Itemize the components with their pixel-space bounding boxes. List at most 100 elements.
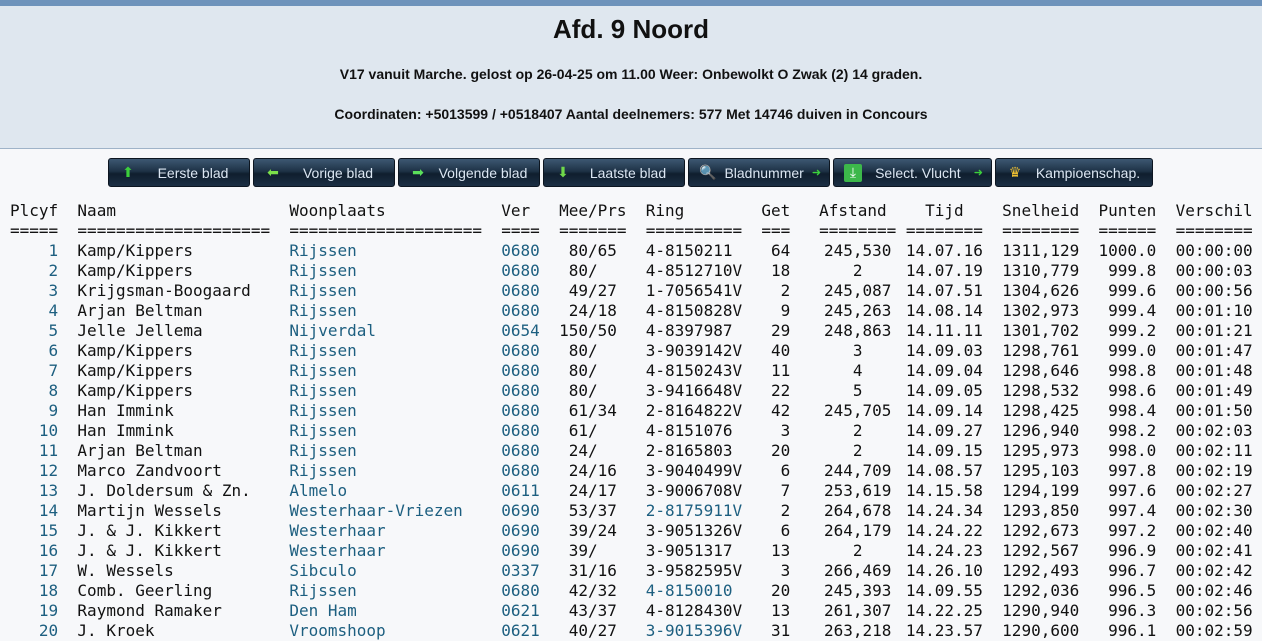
cell-residence[interactable]: Rijssen — [289, 381, 357, 400]
cell-club[interactable]: 0690 — [501, 521, 540, 540]
cell-speed: 1295,103 — [1002, 461, 1080, 480]
cell-ring: 2-8165803 — [645, 441, 733, 460]
cell-place[interactable]: 7 — [48, 361, 59, 380]
cell-club[interactable]: 0654 — [501, 321, 540, 340]
cell-club[interactable]: 0621 — [501, 601, 540, 620]
download-icon: ⤓ — [844, 163, 862, 182]
cell-marked: 11 — [770, 361, 791, 380]
column-header-distance: Afstand — [819, 201, 887, 220]
cell-marked: 29 — [770, 321, 791, 340]
cell-place[interactable]: 11 — [38, 441, 59, 460]
cell-time: 14.22.25 — [905, 601, 983, 620]
cell-club[interactable]: 0337 — [501, 561, 540, 580]
cell-place[interactable]: 17 — [38, 561, 59, 580]
cell-speed: 1310,779 — [1002, 261, 1080, 280]
cell-difference: 00:01:48 — [1175, 361, 1253, 380]
cell-place[interactable]: 12 — [38, 461, 59, 480]
nav-button-laatste-blad[interactable]: ⬇ Laatste blad — [543, 158, 685, 187]
cell-place[interactable]: 10 — [38, 421, 59, 440]
cell-distance: 245,530 — [823, 241, 892, 260]
cell-residence[interactable]: Rijssen — [289, 341, 357, 360]
cell-residence[interactable]: Rijssen — [289, 421, 357, 440]
cell-name: Arjan Beltman — [77, 441, 203, 460]
go-arrow-icon: ➜ — [973, 167, 983, 179]
cell-marked: 64 — [770, 241, 791, 260]
cell-club[interactable]: 0680 — [501, 441, 540, 460]
nav-button-eerste-blad[interactable]: ⬆ Eerste blad — [108, 158, 250, 187]
cell-residence[interactable]: Nijverdal — [289, 321, 377, 340]
cell-residence[interactable]: Den Ham — [289, 601, 357, 620]
nav-button-volgende-blad[interactable]: ➡ Volgende blad — [398, 158, 540, 187]
nav-button-kampioenschap[interactable]: ♛ Kampioenschap. — [995, 158, 1153, 187]
cell-residence[interactable]: Rijssen — [289, 461, 357, 480]
cell-speed: 1292,036 — [1002, 581, 1080, 600]
cell-entries: 80/ — [559, 261, 598, 280]
cell-place[interactable]: 5 — [48, 321, 59, 340]
cell-club[interactable]: 0690 — [501, 541, 540, 560]
cell-time: 14.09.15 — [905, 441, 983, 460]
cell-club[interactable]: 0680 — [501, 421, 540, 440]
cell-residence[interactable]: Rijssen — [289, 441, 357, 460]
cell-club[interactable]: 0680 — [501, 281, 540, 300]
cell-residence[interactable]: Westerhaar — [289, 541, 386, 560]
cell-entries: 61/34 — [559, 401, 617, 420]
cell-residence[interactable]: Westerhaar-Vriezen — [289, 501, 463, 520]
cell-club[interactable]: 0680 — [501, 301, 540, 320]
nav-button-bladnummer[interactable]: 🔍 Bladnummer ➜ — [688, 158, 830, 187]
cell-points: 999.4 — [1108, 301, 1157, 320]
cell-place[interactable]: 18 — [38, 581, 59, 600]
cell-place[interactable]: 20 — [38, 621, 59, 640]
cell-place[interactable]: 9 — [48, 401, 59, 420]
cell-residence[interactable]: Vroomshoop — [289, 621, 386, 640]
cell-club[interactable]: 0611 — [501, 481, 540, 500]
cell-ring[interactable]: 2-8175911V — [645, 501, 743, 520]
cell-residence[interactable]: Rijssen — [289, 361, 357, 380]
cell-name: Comb. Geerling — [77, 581, 213, 600]
cell-club[interactable]: 0680 — [501, 241, 540, 260]
cell-entries: 80/ — [559, 341, 598, 360]
cell-ring: 3-9040499V — [645, 461, 743, 480]
cell-name: W. Wessels — [77, 561, 174, 580]
cell-ring[interactable]: 3-9015396V — [645, 621, 743, 640]
cell-residence[interactable]: Almelo — [289, 481, 348, 500]
cell-club[interactable]: 0680 — [501, 461, 540, 480]
cell-residence[interactable]: Rijssen — [289, 401, 357, 420]
cell-ring[interactable]: 4-8150010 — [645, 581, 733, 600]
cell-club[interactable]: 0621 — [501, 621, 540, 640]
cell-place[interactable]: 2 — [48, 261, 59, 280]
cell-club[interactable]: 0680 — [501, 401, 540, 420]
cell-club[interactable]: 0680 — [501, 381, 540, 400]
cell-marked: 13 — [770, 601, 791, 620]
cell-residence[interactable]: Rijssen — [289, 301, 357, 320]
cell-place[interactable]: 14 — [38, 501, 59, 520]
cell-residence[interactable]: Sibculo — [289, 561, 357, 580]
coordinates-info: Coordinaten: +5013599 / +0518407 Aantal … — [334, 106, 928, 122]
cell-club[interactable]: 0680 — [501, 361, 540, 380]
cell-residence[interactable]: Westerhaar — [289, 521, 386, 540]
cell-place[interactable]: 8 — [48, 381, 59, 400]
cell-club[interactable]: 0680 — [501, 341, 540, 360]
cell-place[interactable]: 1 — [48, 241, 59, 260]
cell-ring: 1-7056541V — [645, 281, 743, 300]
nav-button-vorige-blad[interactable]: ⬅ Vorige blad — [253, 158, 395, 187]
cell-place[interactable]: 4 — [48, 301, 59, 320]
cell-place[interactable]: 6 — [48, 341, 59, 360]
cell-place[interactable]: 13 — [38, 481, 59, 500]
cell-place[interactable]: 19 — [38, 601, 59, 620]
cell-ring: 3-9051317 — [645, 541, 733, 560]
cell-place[interactable]: 15 — [38, 521, 59, 540]
cell-ring: 2-8164822V — [645, 401, 743, 420]
cell-difference: 00:01:50 — [1175, 401, 1253, 420]
cell-residence[interactable]: Rijssen — [289, 241, 357, 260]
cell-club[interactable]: 0690 — [501, 501, 540, 520]
cell-ring: 3-9582595V — [645, 561, 743, 580]
cell-residence[interactable]: Rijssen — [289, 581, 357, 600]
cell-place[interactable]: 16 — [38, 541, 59, 560]
cell-club[interactable]: 0680 — [501, 261, 540, 280]
cell-club[interactable]: 0680 — [501, 581, 540, 600]
cell-speed: 1293,850 — [1002, 501, 1080, 520]
cell-place[interactable]: 3 — [48, 281, 59, 300]
nav-button-select-vlucht[interactable]: ⤓ Select. Vlucht ➜ — [833, 158, 992, 187]
cell-residence[interactable]: Rijssen — [289, 281, 357, 300]
cell-residence[interactable]: Rijssen — [289, 261, 357, 280]
